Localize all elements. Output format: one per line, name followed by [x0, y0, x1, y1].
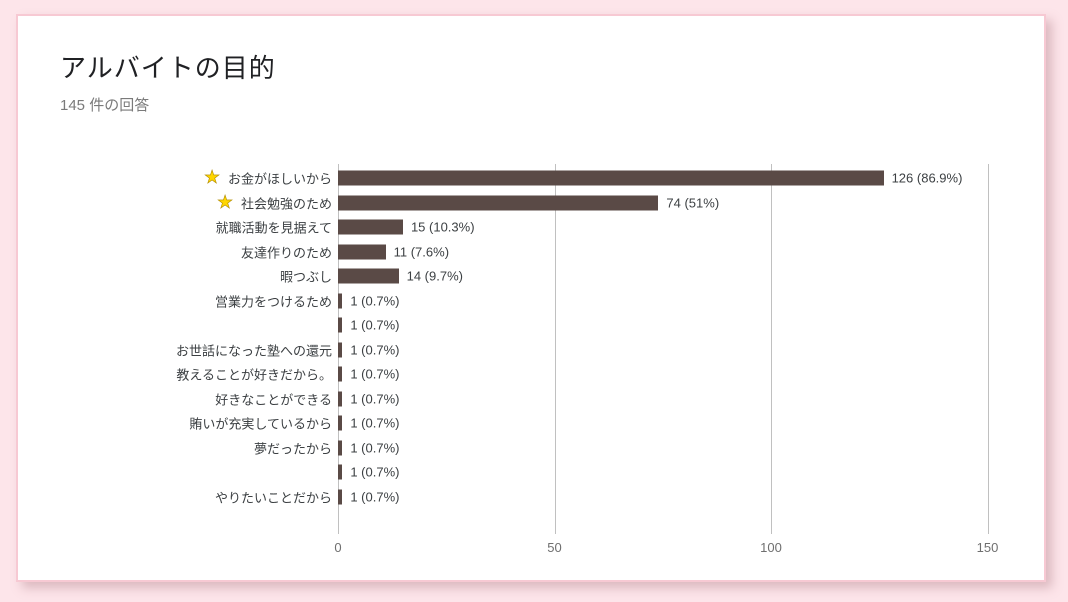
card-frame: アルバイトの目的 145 件の回答 050100150お金がほしいから126 (… [16, 14, 1046, 582]
bar [338, 489, 342, 504]
row-label: 営業力をつけるため [215, 291, 332, 310]
row-label-wrap: やりたいことだから [18, 485, 332, 510]
row-label-wrap: お世話になった塾への還元 [18, 338, 332, 363]
bar-row: 友達作りのため 11 (7.6%) [18, 240, 1044, 265]
bar-row: 賄いが充実しているから 1 (0.7%) [18, 411, 1044, 436]
value-label: 1 (0.7%) [350, 391, 399, 406]
bar [338, 416, 342, 431]
row-label-wrap: 賄いが充実しているから [18, 411, 332, 436]
row-label-wrap [18, 460, 332, 485]
value-label: 1 (0.7%) [350, 342, 399, 357]
row-label: 教えることが好きだから。 [176, 365, 332, 384]
bar [338, 293, 342, 308]
bar-row: 好きなことができる 1 (0.7%) [18, 387, 1044, 412]
bar-row: 営業力をつけるため 1 (0.7%) [18, 289, 1044, 314]
value-label: 1 (0.7%) [350, 416, 399, 431]
value-label: 1 (0.7%) [350, 318, 399, 333]
row-label: 好きなことができる [215, 389, 332, 408]
row-label-wrap: 友達作りのため [18, 240, 332, 265]
bar-row: やりたいことだから 1 (0.7%) [18, 485, 1044, 510]
x-tick-label: 50 [547, 540, 561, 555]
row-label-wrap: 社会勉強のため [18, 191, 332, 216]
value-label: 11 (7.6%) [394, 244, 449, 259]
row-label-wrap: 夢だったから [18, 436, 332, 461]
x-tick-label: 0 [334, 540, 341, 555]
row-label-wrap: 就職活動を見据えて [18, 215, 332, 240]
value-label: 1 (0.7%) [350, 489, 399, 504]
bar [338, 195, 658, 210]
bar [338, 440, 342, 455]
value-label: 126 (86.9%) [892, 171, 963, 186]
row-label-wrap: 好きなことができる [18, 387, 332, 412]
row-label-wrap: 教えることが好きだから。 [18, 362, 332, 387]
row-label-wrap: 営業力をつけるため [18, 289, 332, 314]
x-tick-label: 150 [977, 540, 999, 555]
bar [338, 342, 342, 357]
bar [338, 244, 386, 259]
bar-row: 1 (0.7%) [18, 460, 1044, 485]
row-label-wrap: お金がほしいから [18, 166, 332, 191]
row-label: 暇つぶし [280, 267, 332, 286]
bar-row: 夢だったから 1 (0.7%) [18, 436, 1044, 461]
star-icon: ★ [217, 193, 233, 211]
row-label: 友達作りのため [241, 242, 332, 261]
star-icon: ★ [204, 168, 220, 186]
bar [338, 367, 342, 382]
row-label: お世話になった塾への還元 [176, 340, 332, 359]
bar-chart: 0 50 100 150 お金がほしいから 126 (86.9%) ★ 社会勉強のため 74 (… [18, 16, 1044, 580]
row-label: お金がほしいから [228, 169, 332, 188]
bar [338, 318, 342, 333]
bar [338, 171, 884, 186]
bar [338, 391, 342, 406]
bar [338, 220, 403, 235]
value-label: 1 (0.7%) [350, 465, 399, 480]
value-label: 1 (0.7%) [350, 293, 399, 308]
bar [338, 465, 342, 480]
bar-row: 社会勉強のため 74 (51%) ★ [18, 191, 1044, 216]
value-label: 74 (51%) [666, 195, 719, 210]
value-label: 14 (9.7%) [407, 269, 463, 284]
row-label: やりたいことだから [215, 487, 332, 506]
value-label: 1 (0.7%) [350, 440, 399, 455]
row-label: 賄いが充実しているから [189, 414, 332, 433]
bar-row: 教えることが好きだから。 1 (0.7%) [18, 362, 1044, 387]
row-label-wrap [18, 313, 332, 338]
bar-row: 暇つぶし 14 (9.7%) [18, 264, 1044, 289]
bar-row: お世話になった塾への還元 1 (0.7%) [18, 338, 1044, 363]
bar-row: お金がほしいから 126 (86.9%) ★ [18, 166, 1044, 191]
value-label: 1 (0.7%) [350, 367, 399, 382]
bar-row: 1 (0.7%) [18, 313, 1044, 338]
row-label-wrap: 暇つぶし [18, 264, 332, 289]
row-label: 夢だったから [254, 438, 332, 457]
bar-row: 就職活動を見据えて 15 (10.3%) [18, 215, 1044, 240]
row-label: 就職活動を見据えて [216, 218, 332, 237]
row-label: 社会勉強のため [241, 193, 332, 212]
bar [338, 269, 399, 284]
x-tick-label: 100 [760, 540, 782, 555]
value-label: 15 (10.3%) [411, 220, 475, 235]
